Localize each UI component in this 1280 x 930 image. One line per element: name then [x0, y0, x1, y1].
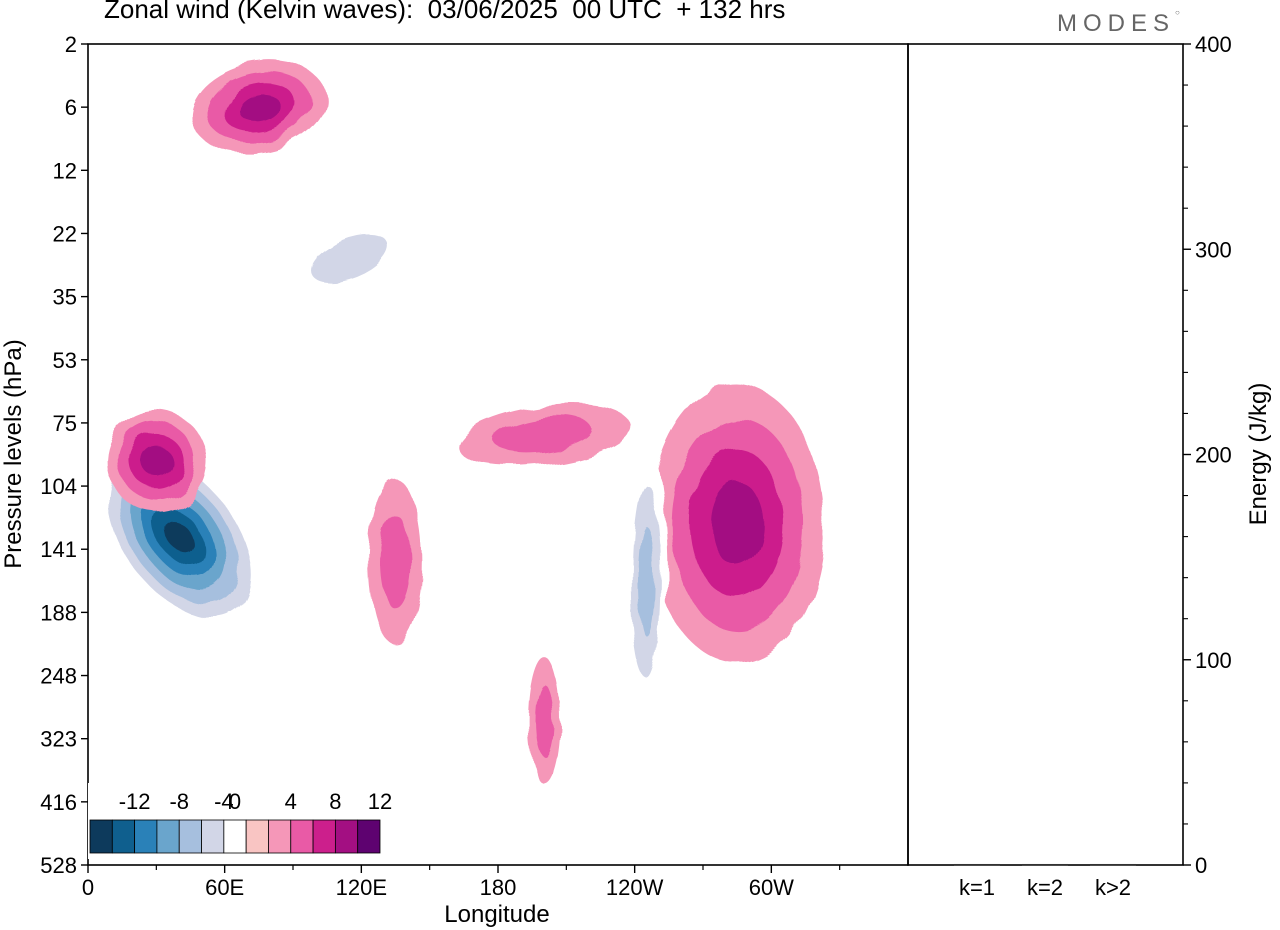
colorbar-tick-label: -4 [214, 789, 234, 814]
colorbar-tick-label: 8 [329, 789, 341, 814]
contour-band [495, 418, 593, 453]
y-axis-label: Pressure levels (hPa) [0, 339, 27, 568]
energy-bar [1090, 863, 1136, 866]
x-tick-label: 120E [336, 875, 387, 900]
wind-anomaly-positive [457, 404, 630, 467]
colorbar-swatch [312, 819, 336, 854]
energy-category-label: k>2 [1095, 875, 1131, 900]
y-tick-label: 416 [40, 790, 77, 815]
colorbar-swatch [357, 819, 381, 854]
contour-band [311, 234, 389, 283]
colorbar-swatch [201, 819, 225, 854]
y-tick-label: 35 [53, 285, 77, 310]
colorbar-swatch [89, 819, 113, 854]
energy-bar [954, 863, 1000, 866]
y-tick-label: 53 [53, 348, 77, 373]
y-tick-label: 6 [65, 95, 77, 120]
energy-panel-border [907, 43, 1184, 866]
x-axis-label: Longitude [444, 901, 549, 928]
colorbar-tick-label: -12 [119, 789, 151, 814]
colorbar-swatch [268, 819, 292, 854]
wind-anomaly-negative [625, 441, 667, 720]
energy-panel: 0 100 200 300 400 Energy (J/kg) k=1 k=2 k>2 [907, 32, 1272, 900]
y-tick-label: 22 [53, 221, 77, 246]
contour-band [141, 445, 172, 477]
wind-anomaly-negative [281, 216, 419, 301]
energy-bar [1022, 863, 1068, 866]
registered-mark-icon: ○ [1175, 8, 1180, 17]
colorbar-swatch [290, 819, 314, 854]
y-tick-label: 12 [53, 158, 77, 183]
x-tick-label: 60E [205, 875, 244, 900]
contour-band [380, 515, 411, 609]
y-tick-label: 75 [53, 411, 77, 436]
chart-title: Zonal wind (Kelvin waves): 03/06/2025 00… [104, 0, 786, 24]
colorbar-swatch [178, 819, 202, 854]
energy-tick-label: 100 [1195, 648, 1232, 673]
colorbar-swatch [334, 819, 359, 854]
wind-anomaly-positive [527, 656, 560, 783]
colorbar-tick-label: 12 [368, 789, 392, 814]
colorbar-swatch [156, 819, 180, 854]
energy-tick-label: 200 [1195, 443, 1232, 468]
colorbar-swatch [245, 819, 269, 854]
wind-anomaly-positive [368, 479, 423, 644]
y-tick-label: 104 [40, 474, 77, 499]
x-tick-label: 60W [749, 875, 794, 900]
y-tick-label: 188 [40, 600, 77, 625]
y-tick-label: 528 [40, 853, 77, 878]
logo-text: MODES [1057, 10, 1176, 37]
energy-tick-label: 0 [1195, 853, 1207, 878]
y-tick-label: 141 [40, 537, 77, 562]
x-axis: 0 60E 120E 180 120W 60W Longitude [82, 865, 841, 928]
colorbar-swatch [134, 819, 158, 854]
y-tick-label: 2 [65, 32, 77, 57]
colorbar-swatch [111, 819, 136, 854]
x-tick-label: 180 [480, 875, 517, 900]
modes-logo: MODES○ [1057, 8, 1180, 38]
colorbar-swatch [223, 819, 247, 854]
energy-tick-label: 400 [1195, 32, 1232, 57]
y-axis: 2 6 12 22 35 53 75 104 141 188 248 323 416 528 Pressur… [0, 32, 88, 878]
contour-band [534, 684, 553, 756]
y-tick-label: 248 [40, 664, 77, 689]
contour-band [164, 519, 194, 554]
contour-band [710, 481, 764, 566]
contour-band [637, 526, 655, 636]
energy-axis-label: Energy (J/kg) [1245, 383, 1272, 526]
x-tick-label: 120W [606, 875, 664, 900]
colorbar-tick-label: 0 [229, 789, 241, 814]
energy-category-label: k=1 [959, 875, 995, 900]
colorbar-tick-label: 4 [285, 789, 297, 814]
wind-anomaly-positive [191, 61, 327, 153]
contour-band [238, 93, 280, 121]
x-tick-label: 0 [82, 875, 94, 900]
energy-tick-label: 300 [1195, 237, 1232, 262]
wind-field [96, 61, 824, 783]
wind-anomaly-positive [106, 410, 207, 512]
wind-anomaly-positive [650, 385, 824, 663]
energy-category-label: k=2 [1027, 875, 1063, 900]
colorbar-tick-label: -8 [169, 789, 189, 814]
colorbar: -12 -8 -40 4 8 12 [88, 783, 392, 859]
y-tick-label: 323 [40, 727, 77, 752]
